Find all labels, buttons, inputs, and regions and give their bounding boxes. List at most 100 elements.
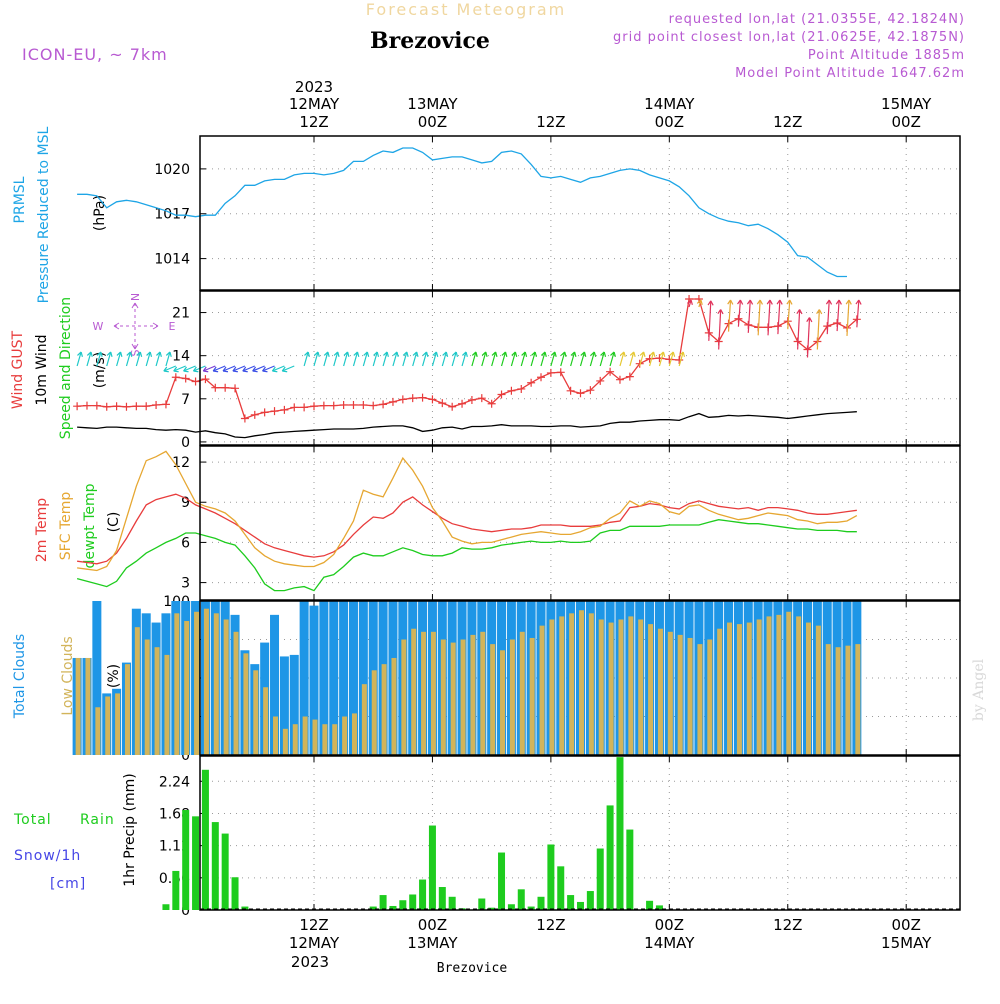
top-hour-label: 12Z <box>299 113 328 131</box>
wind-arrow-head <box>560 351 567 357</box>
precip-bar <box>428 825 436 910</box>
low-cloud-bar <box>727 622 733 755</box>
gust-point <box>546 368 555 377</box>
gust-point <box>191 377 200 386</box>
temp-sfc-label: SFC Temp <box>58 492 74 561</box>
wind-dir-arrow <box>510 351 516 367</box>
low-cloud-bar <box>351 713 357 755</box>
gust-point <box>517 384 526 393</box>
gust-point <box>161 400 170 409</box>
wind-dir-arrow <box>629 351 635 367</box>
wind-dir-arrow <box>163 365 177 372</box>
wind-dir-arrow <box>343 351 349 367</box>
wind-dir-arrow <box>668 351 674 367</box>
wind-arrow-head <box>686 299 693 305</box>
wind-dir-arrow <box>352 351 359 367</box>
wind-arrow-head <box>165 351 172 357</box>
wind-arrow-head <box>570 351 577 357</box>
low-cloud-bar <box>806 622 811 755</box>
wind-arrow-head <box>183 366 189 373</box>
low-cloud-bar <box>430 631 436 755</box>
wind-arrow-head <box>252 366 258 373</box>
wind-dir-arrow <box>183 365 196 372</box>
wind-arrow-head <box>696 299 703 305</box>
wind-dir-arrow <box>639 351 645 367</box>
gust-point <box>497 390 506 399</box>
low-cloud-bar <box>322 724 328 755</box>
wind-series-0 <box>77 298 858 420</box>
wind-arrow-head <box>343 351 350 357</box>
precip-bar <box>172 870 180 910</box>
low-cloud-bar <box>529 637 535 755</box>
low-cloud-bar <box>203 608 209 755</box>
wind-arrow-head <box>737 299 744 305</box>
wind-dir-arrow <box>767 299 771 336</box>
precip-tick-label: 2.24 <box>159 774 190 790</box>
total-cloud-bar <box>339 601 349 755</box>
gust-point <box>388 397 397 406</box>
low-cloud-bar <box>95 707 101 755</box>
wind-dir-arrow <box>402 351 408 367</box>
wind-arrow-head <box>363 351 370 357</box>
wind-dir-arrow <box>303 351 309 367</box>
precip-bar <box>537 896 545 910</box>
wind-arrow-head <box>679 351 686 357</box>
low-cloud-bar <box>282 728 288 755</box>
low-cloud-bar <box>717 628 723 755</box>
precip-bar <box>488 907 496 910</box>
low-cloud-bar <box>519 631 525 755</box>
wind-dir-arrow <box>412 351 418 367</box>
wind-arrow-head <box>835 299 842 305</box>
wind-dir-arrow <box>441 351 447 367</box>
wind-arrow-head <box>77 351 84 357</box>
low-cloud-bar <box>134 627 140 755</box>
pressure-labels: PRMSL Pressure Reduced to MSL (hPa) <box>12 126 108 303</box>
low-cloud-bar <box>746 622 752 755</box>
wind-dir-arrow <box>323 351 329 367</box>
wind-arrow-head <box>146 351 153 357</box>
gust-point <box>250 410 259 419</box>
wind-arrow-head <box>412 351 419 357</box>
bottom-hour-label: 00Z <box>655 916 684 934</box>
wind-dir-arrow <box>203 365 216 372</box>
low-cloud-bar <box>450 642 456 755</box>
low-cloud-bar <box>578 610 584 755</box>
gust-point <box>260 408 269 417</box>
low-cloud-bar <box>233 631 239 755</box>
wind-arrow-head <box>629 351 636 357</box>
wind-arrow-head <box>353 351 360 357</box>
wind-labels: Wind GUST 10m Wind Speed and Direction (… <box>10 293 176 439</box>
wind-dir-arrow <box>431 351 438 367</box>
precip-tick-label: 0 <box>181 903 190 919</box>
wind-10m-label: 10m Wind <box>34 334 50 405</box>
bottom-hour-label: 12Z <box>773 916 802 934</box>
precip-labels: Total Rain Snow/1h [cm] 1hr Precip (mm) <box>13 773 138 892</box>
wind-frame <box>199 290 961 446</box>
wind-dir-arrow <box>806 317 811 358</box>
wind-dir-arrow <box>76 351 82 367</box>
pressure-tick-label: 1017 <box>154 207 190 223</box>
gust-point <box>625 372 634 381</box>
total-cloud-bar <box>270 614 280 755</box>
wind-arrow-head <box>491 351 498 357</box>
wind-dir-arrow <box>481 351 487 367</box>
wind-tick-label: 21 <box>172 306 190 322</box>
panels: 10141017102007142136912025507510000.561.… <box>72 135 961 919</box>
precip-bar <box>596 848 604 910</box>
wind-dir-arrow <box>836 299 840 332</box>
wind-dir-arrow <box>688 299 692 308</box>
wind-arrow-head <box>192 366 199 373</box>
precip-bar <box>201 769 209 910</box>
wind-dir-arrow <box>96 351 102 367</box>
low-cloud-bar <box>480 631 486 755</box>
gust-point <box>675 355 684 364</box>
top-date-label: 14MAY <box>644 95 695 113</box>
wind-dir-arrow <box>727 299 732 332</box>
wind-dir-arrow <box>619 351 625 367</box>
wind-dir-arrow <box>313 351 319 367</box>
low-cloud-bar <box>411 628 417 755</box>
wind-arrow-head <box>432 351 439 357</box>
low-cloud-bar <box>815 625 821 755</box>
low-cloud-bar <box>776 614 782 755</box>
